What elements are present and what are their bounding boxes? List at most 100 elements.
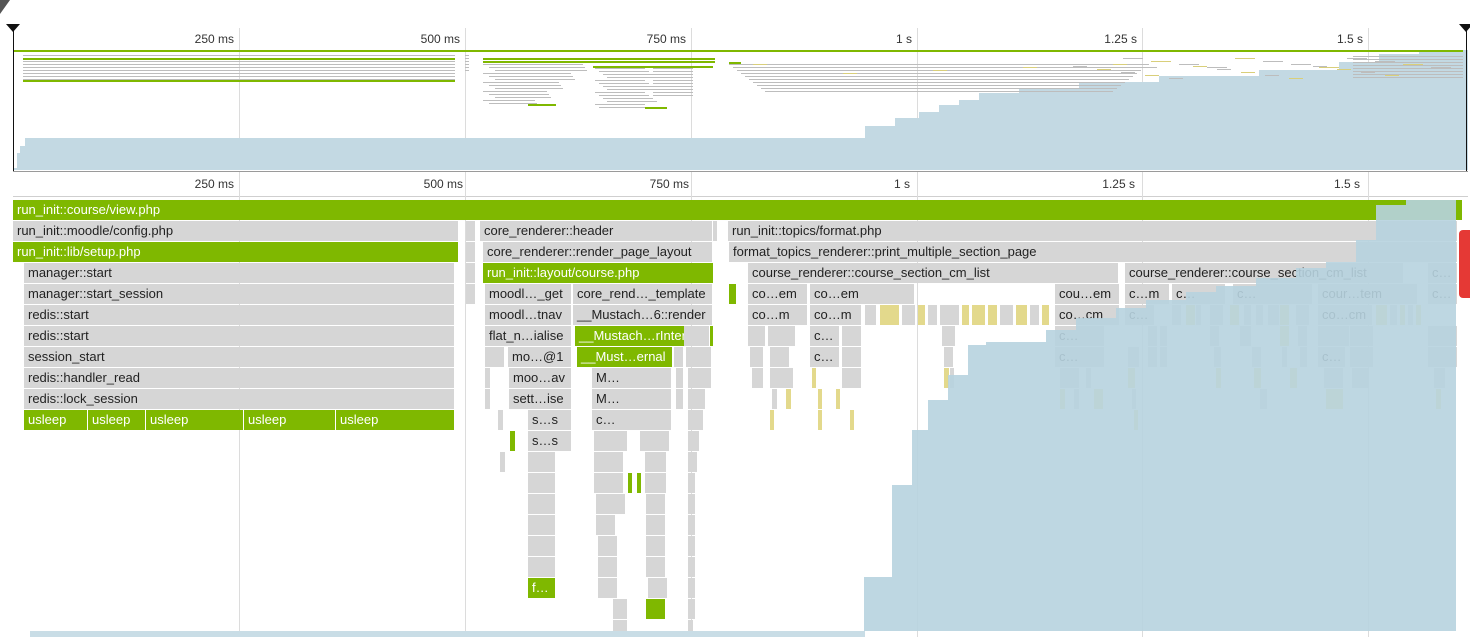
flame-frame-block[interactable] <box>628 473 633 493</box>
flame-frame-block[interactable] <box>688 410 704 430</box>
flame-frame[interactable]: s…s <box>528 431 572 451</box>
flame-frame-block[interactable] <box>498 410 504 430</box>
flame-frame[interactable]: usleep <box>146 410 244 430</box>
scrollbar-thumb[interactable] <box>1459 230 1470 298</box>
flame-frame-block[interactable] <box>594 431 628 451</box>
flame-frame[interactable]: manager::start <box>24 263 455 283</box>
flame-frame-block[interactable] <box>528 473 556 493</box>
flame-frame[interactable]: run_init::layout/course.php <box>483 263 714 283</box>
flame-frame[interactable]: M… <box>592 368 672 388</box>
flame-frame-block[interactable] <box>528 452 556 472</box>
flame-frame[interactable]: course_renderer::course_section_cm_list <box>748 263 1119 283</box>
flame-frame-block[interactable] <box>598 578 618 598</box>
flame-frame-block[interactable] <box>688 368 712 388</box>
flame-frame-block[interactable] <box>466 221 476 241</box>
flame-frame[interactable]: c… <box>592 410 672 430</box>
flame-frame-block[interactable] <box>598 557 618 577</box>
flame-frame-block[interactable] <box>812 368 817 388</box>
flame-frame-block[interactable] <box>485 347 505 367</box>
flame-frame[interactable]: usleep <box>24 410 88 430</box>
flame-frame-block[interactable] <box>466 263 476 283</box>
flame-frame[interactable]: co…em <box>810 284 915 304</box>
flame-frame-block[interactable] <box>528 515 556 535</box>
flame-frame[interactable]: flat_n…ialise <box>485 326 572 346</box>
flame-frame-block[interactable] <box>688 473 696 493</box>
flame-frame-block[interactable] <box>818 389 823 409</box>
flame-frame-block[interactable] <box>1042 305 1050 325</box>
flame-frame[interactable]: moodl…_get <box>485 284 572 304</box>
flame-frame-block[interactable] <box>688 599 696 619</box>
flame-frame-block[interactable] <box>842 347 862 367</box>
flame-frame-block[interactable] <box>962 305 970 325</box>
flame-frame-block[interactable] <box>748 326 766 346</box>
flame-frame-block[interactable] <box>865 305 877 325</box>
flame-frame[interactable]: c…m <box>1125 284 1170 304</box>
flame-frame-block[interactable] <box>842 368 862 388</box>
flame-frame[interactable]: manager::start_session <box>24 284 455 304</box>
flame-frame[interactable]: s…s <box>528 410 572 430</box>
flame-frame-block[interactable] <box>940 305 960 325</box>
flame-frame-block[interactable] <box>500 452 506 472</box>
flame-frame-block[interactable] <box>836 389 841 409</box>
flame-frame-block[interactable] <box>688 515 696 535</box>
flame-frame-block[interactable] <box>594 452 624 472</box>
flame-frame[interactable]: __Mustach…rInternal <box>575 326 714 346</box>
flame-frame-block[interactable] <box>786 389 792 409</box>
flame-frame-block[interactable] <box>485 368 491 388</box>
flame-frame-block[interactable] <box>637 473 642 493</box>
flame-frame-block[interactable] <box>750 347 764 367</box>
flame-frame-block[interactable] <box>528 494 556 514</box>
flame-frame[interactable]: co…m <box>748 305 808 325</box>
flame-frame-block[interactable] <box>1016 305 1028 325</box>
flame-frame[interactable]: __Must…ernal <box>577 347 673 367</box>
flame-frame-block[interactable] <box>688 620 694 637</box>
flame-frame-block[interactable] <box>918 305 926 325</box>
flame-frame[interactable]: f… <box>528 578 556 598</box>
flame-frame-block[interactable] <box>466 284 476 304</box>
flame-frame-block[interactable] <box>646 599 666 619</box>
flame-frame-block[interactable] <box>466 242 476 262</box>
flame-frame[interactable]: session_start <box>24 347 455 367</box>
flame-frame[interactable]: run_init::lib/setup.php <box>13 242 459 262</box>
flame-frame[interactable]: usleep <box>244 410 336 430</box>
flame-frame[interactable]: core_renderer::header <box>480 221 713 241</box>
flame-frame-block[interactable] <box>688 389 706 409</box>
flame-frame-block[interactable] <box>1000 305 1014 325</box>
flame-frame-block[interactable] <box>768 326 796 346</box>
flame-frame-block[interactable] <box>988 305 998 325</box>
flame-frame-block[interactable] <box>594 473 624 493</box>
flame-frame-block[interactable] <box>596 515 616 535</box>
flame-frame-block[interactable] <box>646 536 666 556</box>
flame-frame[interactable]: __Mustach…6::render <box>573 305 713 325</box>
flame-frame-block[interactable] <box>645 452 667 472</box>
flame-frame[interactable]: format_topics_renderer::print_multiple_s… <box>729 242 1458 262</box>
flame-frame[interactable]: redis::handler_read <box>24 368 455 388</box>
flame-frame-block[interactable] <box>646 515 666 535</box>
flame-frame[interactable]: core_renderer::render_page_layout <box>483 242 713 262</box>
flame-frame[interactable]: run_init::topics/format.php <box>728 221 1458 241</box>
flame-frame-block[interactable] <box>850 410 855 430</box>
flame-frame-block[interactable] <box>688 536 696 556</box>
flame-frame-block[interactable] <box>688 557 696 577</box>
overview-left-handle[interactable] <box>6 24 20 32</box>
flame-frame-block[interactable] <box>645 473 667 493</box>
flame-frame[interactable]: run_init::moodle/config.php <box>13 221 459 241</box>
flame-frame-block[interactable] <box>510 431 516 451</box>
flame-frame-block[interactable] <box>684 326 710 346</box>
flame-frame[interactable]: moo…av <box>509 368 572 388</box>
flame-frame-block[interactable] <box>676 389 684 409</box>
flame-frame-block[interactable] <box>646 557 666 577</box>
flame-frame[interactable]: M… <box>592 389 672 409</box>
bottom-scroll-track[interactable] <box>30 631 865 637</box>
flame-frame-block[interactable] <box>686 347 712 367</box>
flame-frame-block[interactable] <box>676 368 684 388</box>
flame-frame[interactable]: usleep <box>88 410 146 430</box>
flame-frame[interactable]: c… <box>810 326 840 346</box>
flame-frame-block[interactable] <box>688 578 696 598</box>
flame-frame[interactable]: mo…@1 <box>508 347 572 367</box>
flame-frame-block[interactable] <box>674 347 684 367</box>
flame-frame-block[interactable] <box>770 410 775 430</box>
flame-frame[interactable]: usleep <box>336 410 455 430</box>
flame-frame-block[interactable] <box>944 347 954 367</box>
flame-frame[interactable]: c… <box>810 347 840 367</box>
